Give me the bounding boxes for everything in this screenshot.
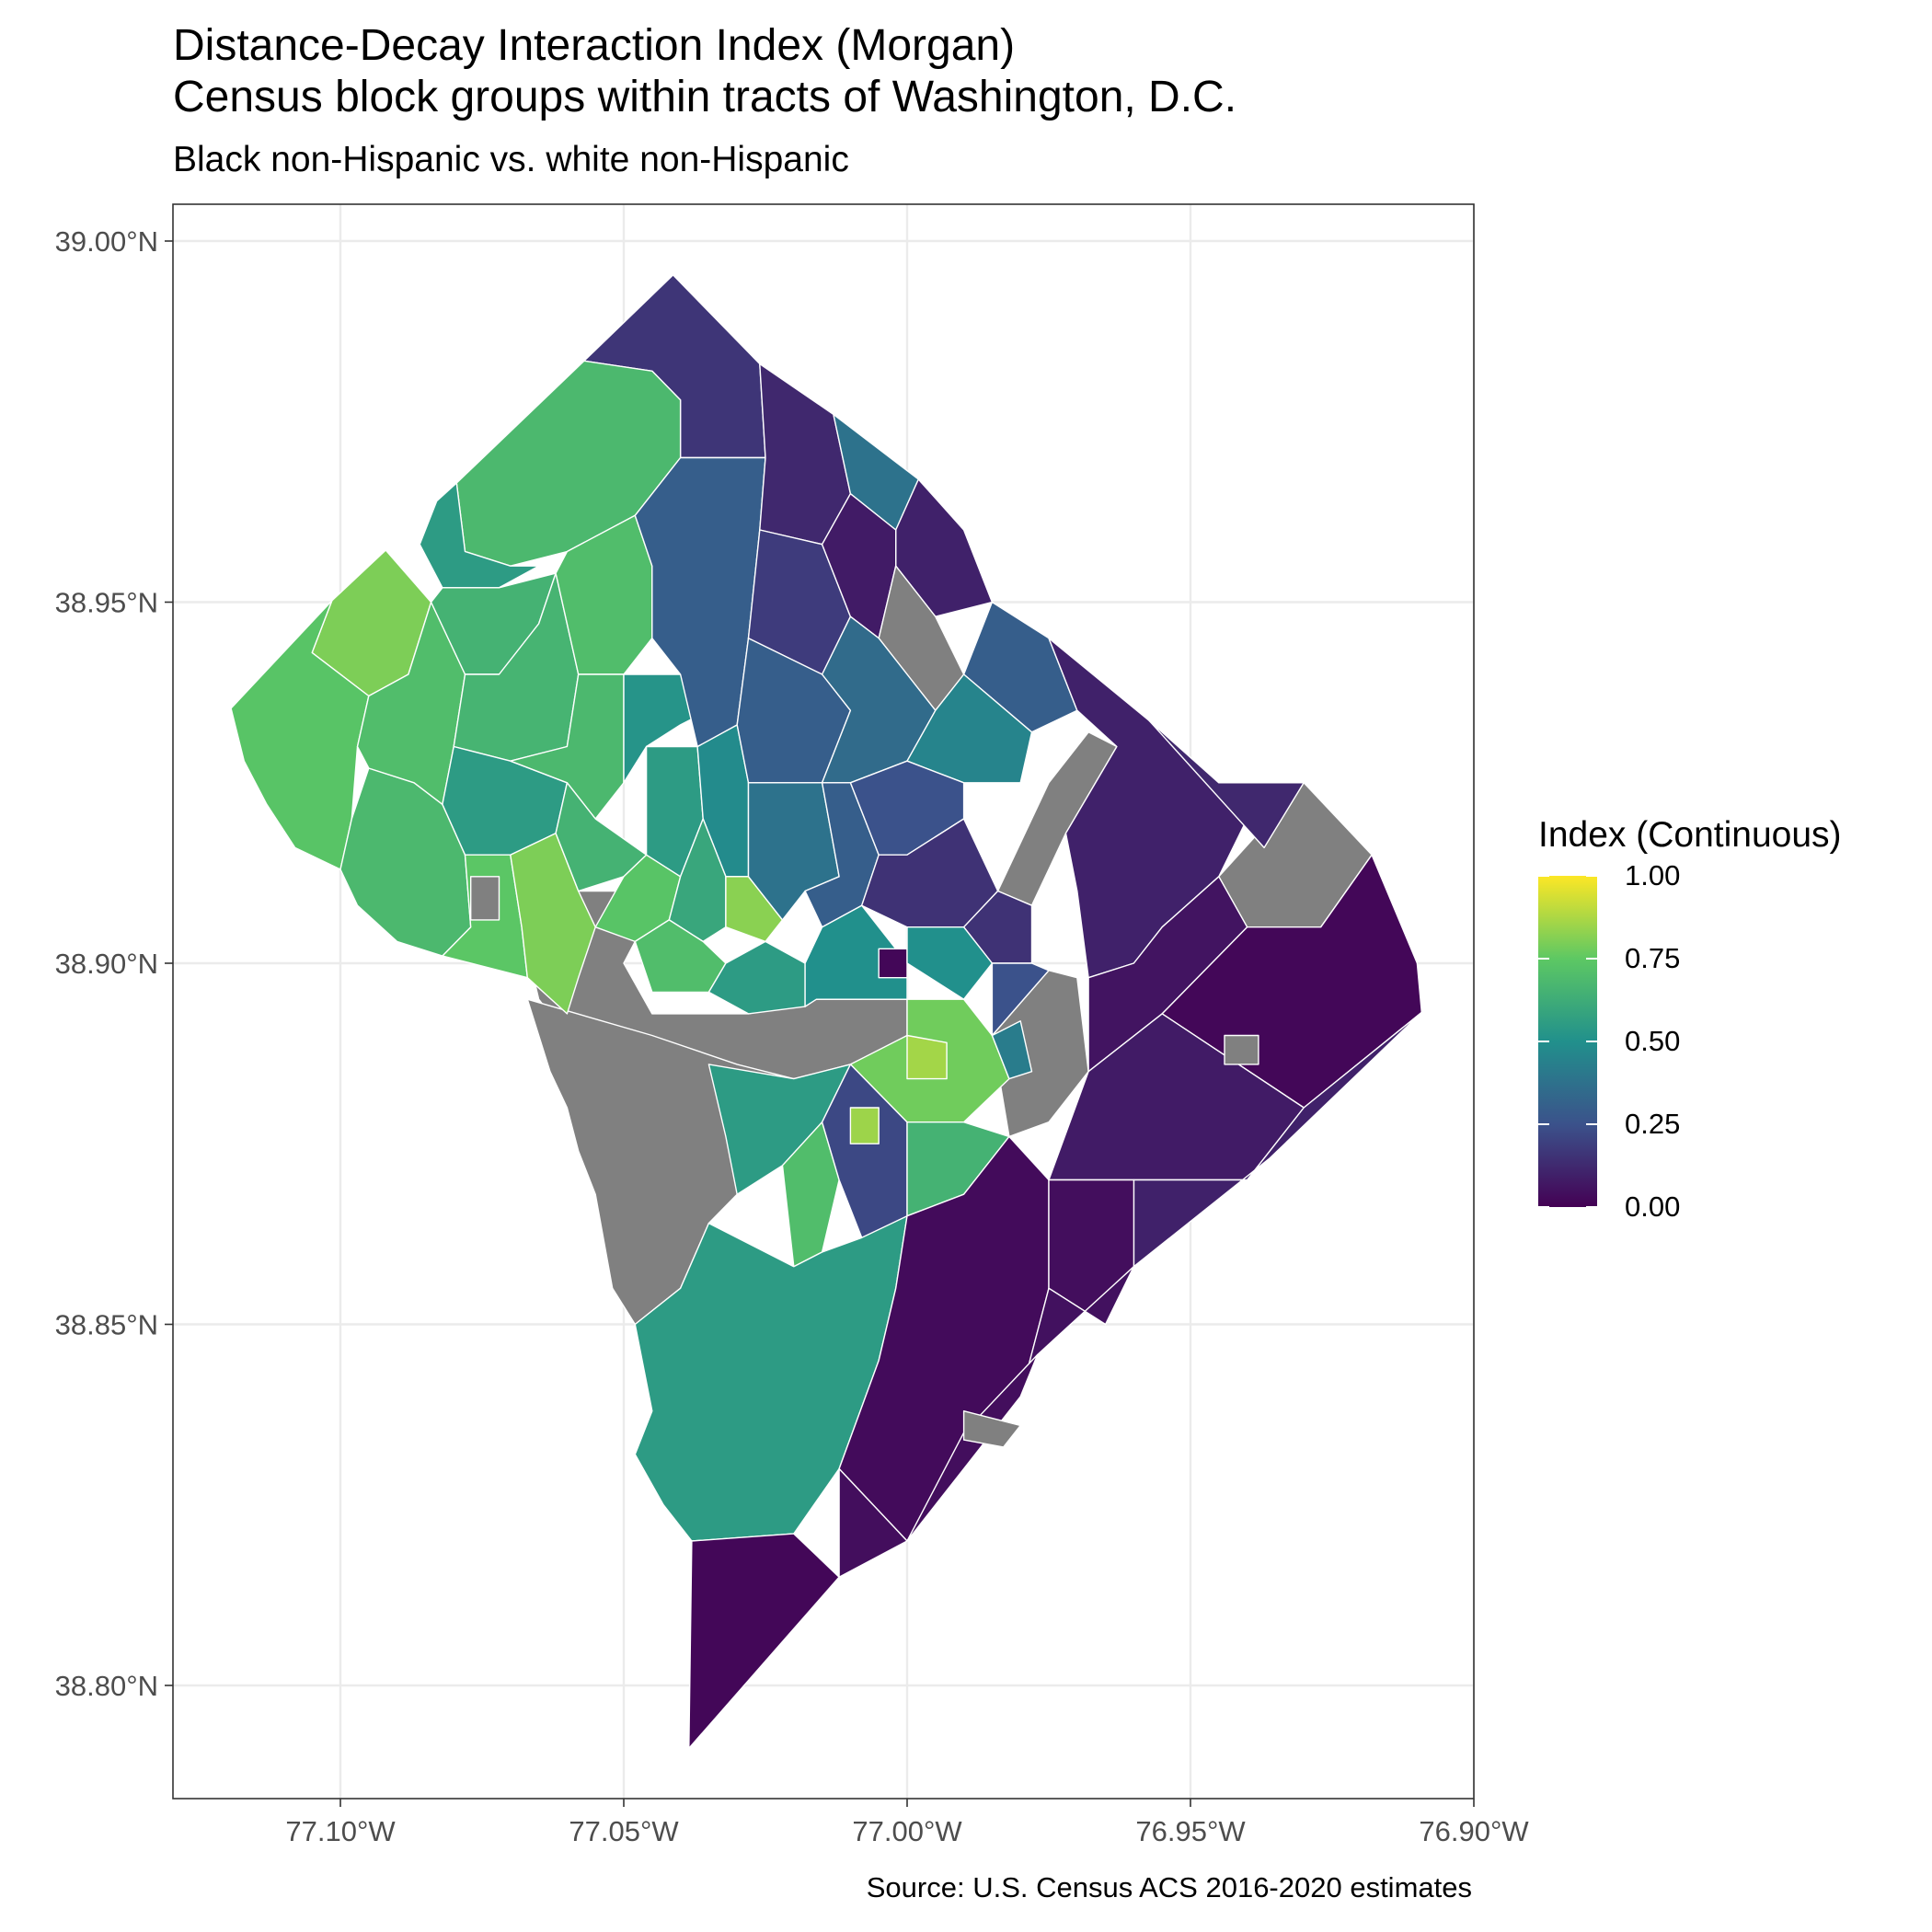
- legend-label-4: 1.00: [1625, 859, 1681, 891]
- y-tick-label-0: 38.80°N: [55, 1670, 158, 1702]
- census-block-groups: [230, 274, 1423, 1750]
- region-sw-tip-purple: [688, 1533, 840, 1750]
- y-tick-label-4: 39.00°N: [55, 225, 158, 258]
- region-se-grey-2: [1224, 1034, 1259, 1065]
- region-se-grey: [962, 1409, 1021, 1448]
- region-noma-teal: [804, 904, 908, 1007]
- y-tick-label-2: 38.90°N: [55, 948, 158, 980]
- y-axis: 38.80°N 38.85°N 38.90°N 38.95°N 39.00°N: [55, 225, 173, 1702]
- x-tick-label-2: 77.00°W: [852, 1815, 962, 1847]
- region-burleith-grey: [470, 876, 500, 921]
- chart-title: Distance-Decay Interaction Index (Morgan…: [173, 21, 1016, 70]
- legend-colorbar: [1538, 875, 1597, 1208]
- chart-title-line-2: Census block groups within tracts of Was…: [173, 73, 1237, 121]
- region-kingman-teal: [906, 926, 994, 1000]
- region-michigan-park: [962, 601, 1078, 733]
- region-kingman-blue: [991, 962, 1050, 1037]
- region-navy-purple-small: [878, 948, 908, 979]
- region-ne-purple-2: [1148, 719, 1305, 849]
- region-se-purple-g: [906, 1353, 1039, 1542]
- x-axis: 77.10°W 77.05°W 77.00°W 76.95°W 76.90°W: [285, 1799, 1529, 1847]
- region-se-teal-small: [991, 1020, 1033, 1080]
- legend-title: Index (Continuous): [1538, 815, 1842, 855]
- region-congress-heights: [838, 1467, 908, 1578]
- x-tick-label-3: 76.95°W: [1135, 1815, 1246, 1847]
- region-downtown-teal: [707, 940, 806, 1015]
- y-tick-label-1: 38.85°N: [55, 1309, 158, 1341]
- chart-subtitle: Black non-Hispanic vs. white non-Hispani…: [173, 140, 849, 179]
- region-sw-green: [781, 1121, 840, 1268]
- region-van-ness: [510, 673, 625, 820]
- x-tick-label-4: 76.90°W: [1419, 1815, 1529, 1847]
- y-tick-label-3: 38.95°N: [55, 587, 158, 619]
- region-yellowgreen-small: [849, 1107, 880, 1144]
- legend-label-1: 0.25: [1625, 1108, 1681, 1140]
- legend-label-3: 0.75: [1625, 942, 1681, 974]
- x-tick-label-1: 77.05°W: [569, 1815, 679, 1847]
- source-caption: Source: U.S. Census ACS 2016-2020 estima…: [866, 1871, 1472, 1903]
- panel-border: [172, 203, 1475, 1800]
- legend-label-0: 0.00: [1625, 1190, 1681, 1223]
- x-tick-label-0: 77.10°W: [285, 1815, 396, 1847]
- region-capitol-hill-yellow: [906, 1034, 948, 1080]
- legend-label-2: 0.50: [1625, 1025, 1681, 1057]
